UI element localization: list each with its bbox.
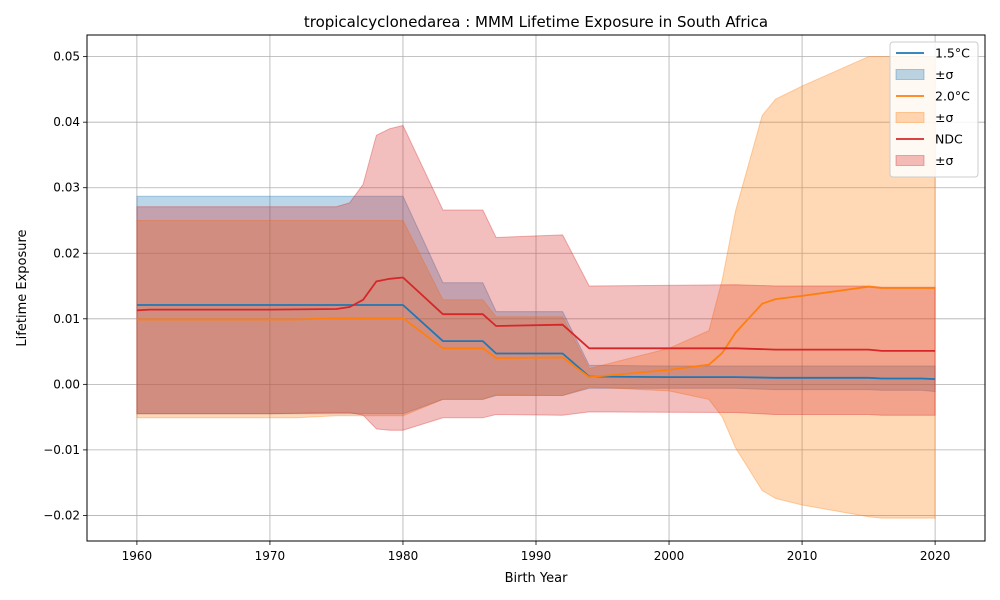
legend-label: 2.0°C: [935, 89, 970, 104]
x-tick-label: 2010: [787, 549, 818, 563]
legend-label: ±σ: [935, 110, 953, 125]
y-axis-label: Lifetime Exposure: [15, 229, 30, 346]
legend-band-swatch: [896, 156, 924, 166]
y-tick-label: 0.01: [53, 312, 80, 326]
y-tick-label: −0.01: [43, 443, 80, 457]
y-tick-label: −0.02: [43, 508, 80, 522]
x-tick-label: 1990: [521, 549, 552, 563]
x-tick-label: 1970: [255, 549, 286, 563]
x-tick-label: 1980: [388, 549, 419, 563]
chart-title: tropicalcyclonedarea : MMM Lifetime Expo…: [304, 13, 768, 31]
x-tick-label: 2020: [920, 549, 951, 563]
y-tick-label: 0.04: [53, 115, 80, 129]
legend-label: 1.5°C: [935, 46, 970, 61]
x-tick-label: 2000: [654, 549, 685, 563]
y-tick-label: 0.03: [53, 181, 80, 195]
y-tick-label: 0.05: [53, 50, 80, 64]
legend-label: NDC: [935, 132, 963, 147]
y-tick-label: 0.00: [53, 377, 80, 391]
legend-band-swatch: [896, 70, 924, 80]
legend-label: ±σ: [935, 153, 953, 168]
legend-label: ±σ: [935, 67, 953, 82]
y-tick-label: 0.02: [53, 246, 80, 260]
x-axis-label: Birth Year: [505, 571, 569, 586]
legend: 1.5°C ±σ 2.0°C ±σ NDC ±σ: [890, 42, 978, 177]
legend-band-swatch: [896, 113, 924, 123]
x-tick-label: 1960: [122, 549, 153, 563]
